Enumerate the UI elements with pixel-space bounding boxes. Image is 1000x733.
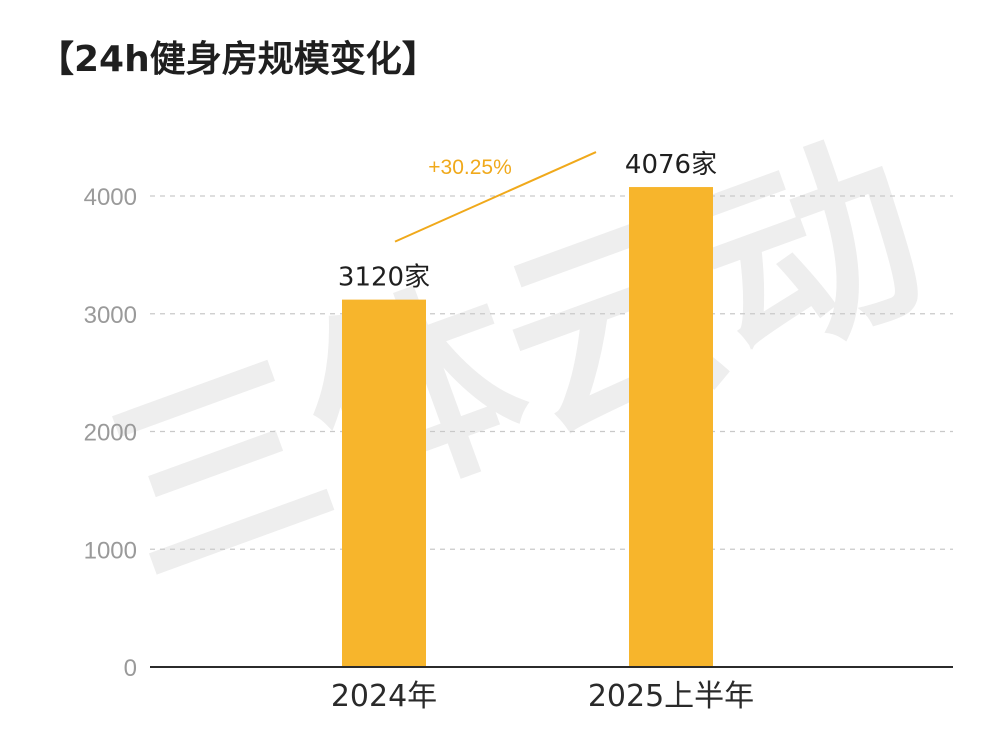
growth-label: +30.25% <box>428 156 512 179</box>
y-tick-label: 2000 <box>84 420 137 447</box>
growth-line <box>394 151 597 243</box>
data-labels: 3120家 4076家 <box>338 150 717 293</box>
growth-annotation: +30.25% <box>394 151 597 243</box>
watermark: 三体云动 <box>79 103 952 621</box>
data-label: 4076家 <box>625 150 717 180</box>
y-axis-ticks: 0 1000 2000 3000 4000 <box>84 184 137 682</box>
x-axis-categories: 2024年 2025上半年 <box>331 679 754 714</box>
bar <box>629 187 713 667</box>
chart-title: 【24h健身房规模变化】 <box>38 39 438 80</box>
y-tick-label: 0 <box>124 655 137 682</box>
y-tick-label: 3000 <box>84 302 137 329</box>
data-label: 3120家 <box>338 263 430 293</box>
bar <box>342 299 426 667</box>
grid <box>150 195 953 550</box>
watermark-text: 三体云动 <box>79 103 952 621</box>
y-tick-label: 1000 <box>84 537 137 564</box>
x-category-label: 2025上半年 <box>588 679 754 714</box>
x-category-label: 2024年 <box>331 679 437 714</box>
bars <box>342 187 713 667</box>
y-tick-label: 4000 <box>84 184 137 211</box>
